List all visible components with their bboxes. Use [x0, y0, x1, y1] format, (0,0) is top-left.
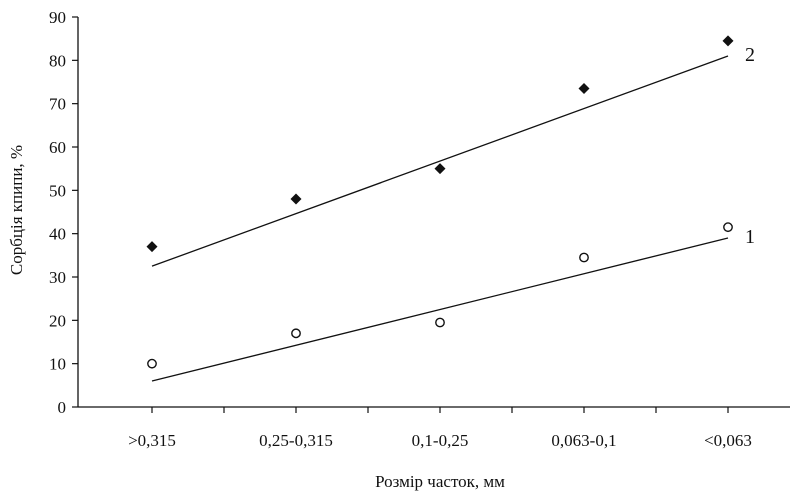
x-ticks: >0,315 0,25-0,315 0,1-0,25 0,063-0,1 <0,063	[128, 407, 752, 450]
trendline-series-1	[151, 237, 729, 382]
point-series-1	[147, 358, 157, 369]
point-series-2	[290, 193, 302, 205]
y-tick-label: 60	[49, 138, 66, 157]
x-tick-label: 0,1-0,25	[412, 431, 469, 450]
point-series-2	[722, 35, 734, 47]
y-tick-label: 20	[49, 311, 66, 330]
point-series-1	[435, 317, 445, 328]
point-series-2	[146, 241, 158, 253]
series-label-2: 2	[745, 44, 755, 66]
point-series-1	[291, 328, 301, 339]
series-labels: 12	[745, 44, 755, 248]
trendline-series-2	[151, 55, 729, 267]
x-tick-label: 0,25-0,315	[259, 431, 333, 450]
y-axis-title: Сорбція кпипи, %	[7, 145, 26, 275]
point-series-2	[578, 83, 590, 94]
x-tick-label: >0,315	[128, 431, 176, 450]
y-ticks: 0 10 20 30 40 50 60 70 80 90	[49, 8, 78, 417]
data-points	[146, 35, 734, 369]
trendlines	[151, 55, 729, 382]
axes	[77, 17, 790, 408]
series-label-1: 1	[745, 226, 755, 248]
y-tick-label: 30	[49, 268, 66, 287]
y-tick-label: 70	[49, 95, 66, 114]
y-tick-label: 0	[58, 398, 67, 417]
x-axis-title: Розмір часток, мм	[375, 472, 505, 491]
y-tick-label: 80	[49, 51, 66, 70]
point-series-2	[434, 163, 446, 175]
y-tick-label: 10	[49, 355, 66, 374]
point-series-1	[579, 252, 589, 263]
point-series-1	[723, 222, 733, 233]
x-tick-label: <0,063	[704, 431, 752, 450]
x-tick-label: 0,063-0,1	[551, 431, 616, 450]
y-tick-label: 40	[49, 225, 66, 244]
y-tick-label: 50	[49, 181, 66, 200]
y-tick-label: 90	[49, 8, 66, 27]
